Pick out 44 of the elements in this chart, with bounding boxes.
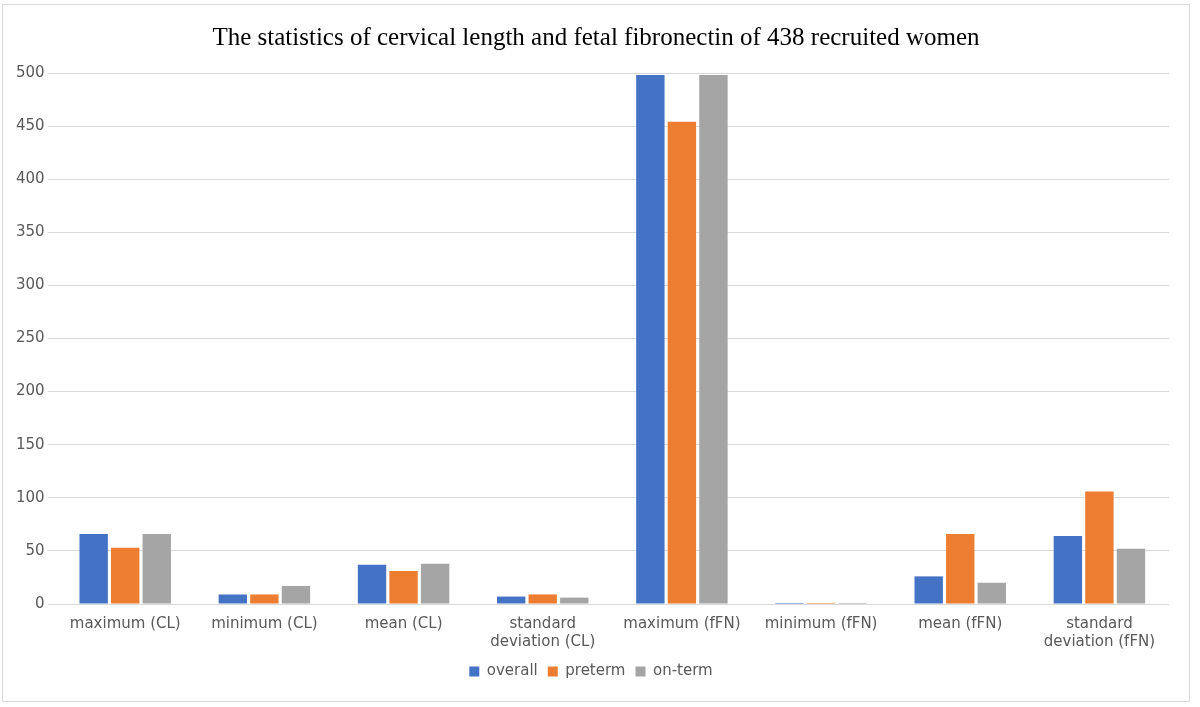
- y-tick-label: 250: [15, 328, 45, 347]
- bar: [79, 533, 108, 604]
- bar: [218, 594, 248, 604]
- bar: [977, 582, 1006, 604]
- bar: [142, 533, 171, 604]
- bar: [699, 75, 728, 604]
- legend-label: on-term: [652, 661, 713, 680]
- x-tick-label: standard deviation (fFN): [1043, 613, 1156, 650]
- x-tick-label: maximum (CL): [69, 613, 181, 632]
- y-tick-label: 400: [15, 169, 45, 188]
- bar: [667, 121, 697, 604]
- x-tick-label: standard deviation (CL): [490, 613, 596, 650]
- y-tick-label: 150: [15, 434, 45, 453]
- y-tick-label: 500: [15, 62, 45, 81]
- bar: [914, 576, 943, 604]
- legend-label: preterm: [565, 661, 626, 680]
- bar: [389, 571, 418, 604]
- bar: [1116, 548, 1146, 604]
- bar: [420, 563, 450, 604]
- y-tick-label: 0: [35, 593, 45, 612]
- bar: [250, 594, 279, 604]
- bar: [560, 597, 589, 604]
- y-tick-label: 200: [15, 381, 45, 400]
- bar: [1053, 536, 1083, 604]
- chart-title: The statistics of cervical length and fetal fibronectin of 438 recruited women: [211, 23, 981, 51]
- x-tick-label: minimum (fFN): [764, 613, 878, 632]
- x-tick-label: minimum (CL): [211, 613, 318, 632]
- y-tick-label: 100: [15, 487, 45, 506]
- y-tick-label: 450: [15, 115, 45, 134]
- y-tick-label: 50: [25, 540, 45, 559]
- x-tick-label: mean (CL): [364, 613, 443, 632]
- bar: [111, 547, 140, 604]
- bar: [1085, 491, 1114, 604]
- bar: [636, 75, 665, 604]
- y-tick-label: 350: [15, 222, 45, 241]
- bar: [281, 585, 311, 604]
- bar: [528, 594, 557, 604]
- x-tick-label: mean (fFN): [918, 613, 1003, 632]
- bar: [357, 564, 387, 604]
- bar: [496, 596, 526, 604]
- y-tick-label: 300: [15, 275, 45, 294]
- legend-label: overall: [486, 661, 538, 680]
- bar: [946, 533, 975, 604]
- x-tick-label: maximum (fFN): [623, 613, 741, 632]
